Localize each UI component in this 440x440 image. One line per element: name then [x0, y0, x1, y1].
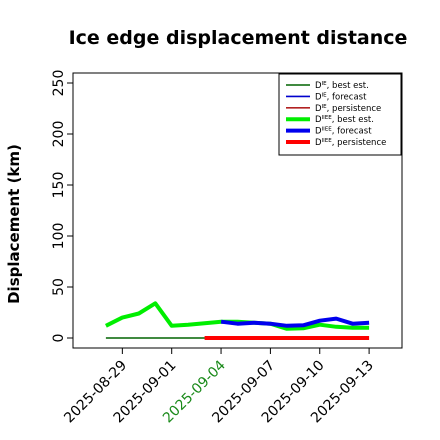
y-axis: 0 50 100 150 200 250: [51, 70, 73, 343]
chart-title: Ice edge displacement distance: [69, 27, 408, 49]
legend-entry: DIIEE, forecast: [315, 127, 372, 137]
y-tick-label: 50: [51, 278, 67, 296]
legend-entry: DIIEE, best est.: [315, 115, 374, 125]
legend-entry: DIE, persistence: [315, 104, 381, 114]
legend: DIE, best est.DIE, forecast DIE, persiste…: [278, 73, 402, 156]
series-layer: [105, 301, 370, 340]
legend-entry: DIE, best est.: [315, 81, 369, 91]
plot-area-frame: [72, 72, 403, 349]
series-line: [220, 316, 370, 328]
y-tick-label: 0: [51, 334, 67, 343]
x-axis: 2025-08-292025-09-012025-09-042025-09-07…: [61, 348, 377, 426]
legend-box: [278, 73, 402, 156]
y-axis-label: Displacement (km): [5, 144, 23, 304]
y-tick-label: 200: [51, 121, 67, 148]
legend-entry: DIE, forecast: [315, 92, 367, 102]
legend-entry: DIIEE, persistence: [315, 138, 386, 148]
y-tick-label: 100: [51, 223, 67, 250]
y-tick-label: 250: [51, 70, 67, 97]
y-tick-label: 150: [51, 172, 67, 199]
